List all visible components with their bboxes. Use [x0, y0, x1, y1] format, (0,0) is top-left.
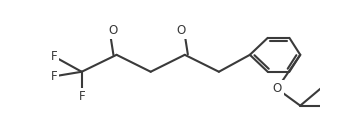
Text: O: O: [176, 24, 185, 37]
Text: O: O: [108, 24, 117, 37]
Text: F: F: [78, 90, 85, 103]
Text: F: F: [51, 50, 57, 63]
Text: F: F: [51, 70, 57, 83]
Text: O: O: [272, 82, 282, 95]
